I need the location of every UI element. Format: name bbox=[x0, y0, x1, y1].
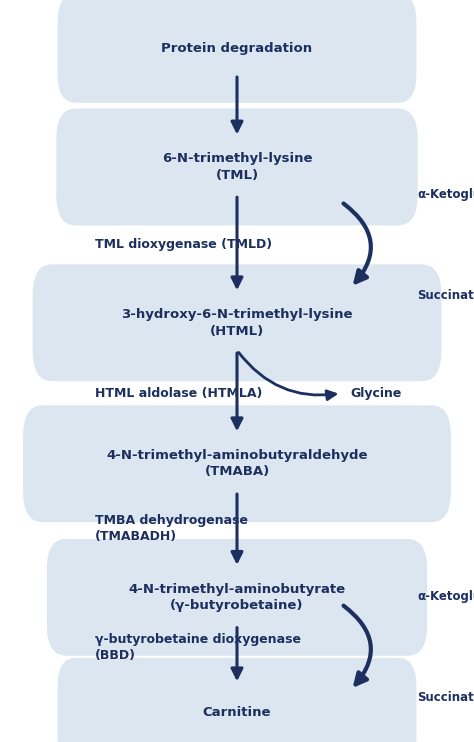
Text: 3-hydroxy-6-N-trimethyl-lysine
(HTML): 3-hydroxy-6-N-trimethyl-lysine (HTML) bbox=[121, 308, 353, 338]
Text: Glycine: Glycine bbox=[351, 387, 402, 400]
FancyBboxPatch shape bbox=[57, 657, 417, 742]
Text: 4-N-trimethyl-aminobutyraldehyde
(TMABA): 4-N-trimethyl-aminobutyraldehyde (TMABA) bbox=[106, 449, 368, 479]
Text: γ-butyrobetaine dioxygenase
(BBD): γ-butyrobetaine dioxygenase (BBD) bbox=[95, 632, 301, 662]
Text: HTML aldolase (HTMLA): HTML aldolase (HTMLA) bbox=[95, 387, 262, 400]
FancyBboxPatch shape bbox=[57, 0, 417, 102]
FancyArrowPatch shape bbox=[344, 605, 371, 684]
FancyBboxPatch shape bbox=[33, 264, 441, 381]
Text: 6-N-trimethyl-lysine
(TML): 6-N-trimethyl-lysine (TML) bbox=[162, 152, 312, 182]
FancyBboxPatch shape bbox=[47, 539, 427, 656]
Text: α-Ketoglutarate: α-Ketoglutarate bbox=[417, 590, 474, 603]
Text: α-Ketoglutarate: α-Ketoglutarate bbox=[417, 188, 474, 201]
Text: Protein degradation: Protein degradation bbox=[162, 42, 312, 55]
Text: 4-N-trimethyl-aminobutyrate
(γ-butyrobetaine): 4-N-trimethyl-aminobutyrate (γ-butyrobet… bbox=[128, 582, 346, 612]
Text: TML dioxygenase (TMLD): TML dioxygenase (TMLD) bbox=[95, 238, 272, 252]
Text: TMBA dehydrogenase
(TMABADH): TMBA dehydrogenase (TMABADH) bbox=[95, 513, 248, 543]
Text: Succinate: Succinate bbox=[417, 289, 474, 302]
Text: Succinate: Succinate bbox=[417, 691, 474, 704]
FancyArrowPatch shape bbox=[344, 203, 371, 282]
FancyBboxPatch shape bbox=[23, 405, 451, 522]
FancyBboxPatch shape bbox=[56, 108, 418, 226]
Text: Carnitine: Carnitine bbox=[203, 706, 271, 719]
